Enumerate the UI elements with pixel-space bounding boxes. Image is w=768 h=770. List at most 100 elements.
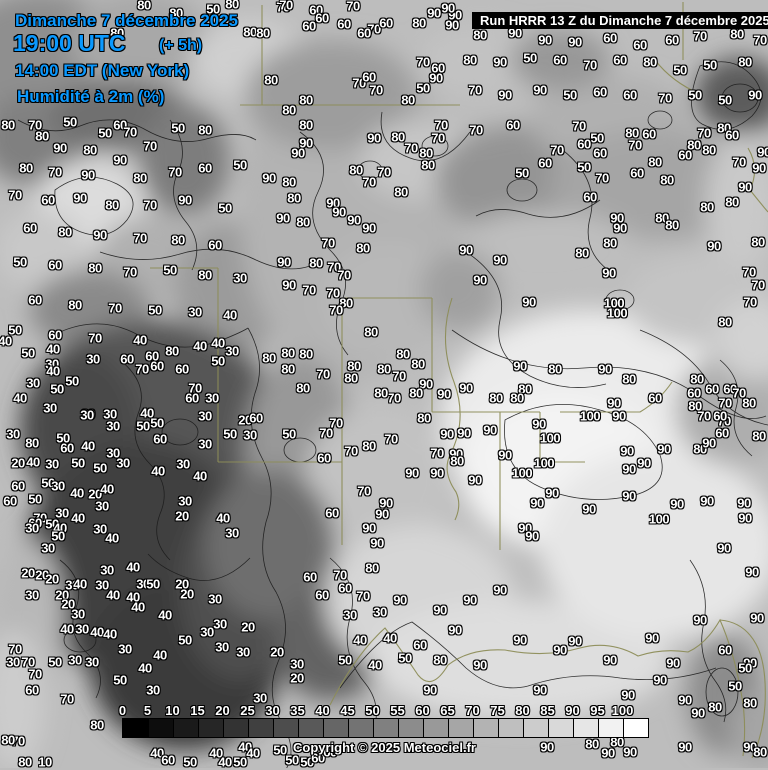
humidity-value-label: 50 xyxy=(51,528,65,544)
humidity-value-label: 90 xyxy=(717,540,731,556)
humidity-value-label: 90 xyxy=(657,441,671,457)
humidity-value-label: 90 xyxy=(332,204,346,220)
humidity-value-label: 50 xyxy=(223,426,237,442)
humidity-value-label: 80 xyxy=(356,240,370,256)
humidity-value-label: 60 xyxy=(362,69,376,85)
humidity-value-label: 80 xyxy=(665,217,679,233)
humidity-value-label: 80 xyxy=(281,345,295,361)
humidity-value-label: 70 xyxy=(697,408,711,424)
humidity-value-label: 80 xyxy=(421,157,435,173)
parameter-label: Humidité à 2m (%) xyxy=(17,87,165,106)
humidity-value-label: 90 xyxy=(700,493,714,509)
humidity-value-label: 60 xyxy=(113,117,127,133)
humidity-value-label: 90 xyxy=(607,395,621,411)
humidity-value-label: 30 xyxy=(6,654,20,670)
humidity-value-label: 50 xyxy=(211,353,225,369)
humidity-value-label: 90 xyxy=(621,687,635,703)
humidity-value-label: 80 xyxy=(409,385,423,401)
humidity-value-label: 100 xyxy=(533,455,555,471)
humidity-value-label: 60 xyxy=(725,127,739,143)
colorbar-label: 40 xyxy=(315,703,330,718)
humidity-value-label: 80 xyxy=(225,0,239,12)
humidity-value-label: 40 xyxy=(70,485,84,501)
humidity-value-label: 30 xyxy=(25,587,39,603)
humidity-value-label: 70 xyxy=(319,425,333,441)
humidity-value-label: 80 xyxy=(751,234,765,250)
humidity-value-label: 80 xyxy=(35,128,49,144)
humidity-value-label: 40 xyxy=(73,576,87,592)
copyright-label: Copyright © 2025 Meteociel.fr xyxy=(293,740,476,755)
humidity-value-label: 100 xyxy=(539,430,561,446)
humidity-value-label: 60 xyxy=(705,381,719,397)
humidity-value-label: 80 xyxy=(243,24,257,40)
humidity-value-label: 80 xyxy=(450,453,464,469)
humidity-value-label: 90 xyxy=(693,612,707,628)
humidity-value-label: 70 xyxy=(595,170,609,186)
humidity-value-label: 30 xyxy=(6,426,20,442)
humidity-value-label: 60 xyxy=(185,390,199,406)
humidity-value-label: 70 xyxy=(434,117,448,133)
humidity-value-label: 70 xyxy=(326,285,340,301)
humidity-value-label: 50 xyxy=(21,345,35,361)
humidity-value-label: 80 xyxy=(575,245,589,261)
humidity-value-label: 70 xyxy=(28,117,42,133)
humidity-value-label: 50 xyxy=(688,87,702,103)
humidity-value-label: 40 xyxy=(383,630,397,646)
humidity-value-label: 90 xyxy=(702,435,716,451)
humidity-value-label: 80 xyxy=(622,371,636,387)
humidity-value-label: 70 xyxy=(88,330,102,346)
humidity-value-label: 20 xyxy=(88,486,102,502)
humidity-value-label: 30 xyxy=(373,604,387,620)
humidity-value-label: 90 xyxy=(473,272,487,288)
humidity-value-label: 80 xyxy=(419,145,433,161)
humidity-value-label: 80 xyxy=(648,154,662,170)
humidity-value-label: 90 xyxy=(612,408,626,424)
humidity-value-label: 50 xyxy=(728,678,742,694)
humidity-value-label: 70 xyxy=(743,294,757,310)
humidity-value-label: 30 xyxy=(103,406,117,422)
humidity-value-label: 70 xyxy=(550,142,564,158)
humidity-value-label: 90 xyxy=(441,0,455,16)
humidity-value-label: 20 xyxy=(270,644,284,660)
humidity-value-label: 80 xyxy=(702,142,716,158)
humidity-value-label: 90 xyxy=(540,739,554,755)
humidity-value-label: 50 xyxy=(206,1,220,17)
humidity-value-label: 90 xyxy=(622,488,636,504)
colorbar-segment xyxy=(123,719,148,737)
contour-lines xyxy=(17,61,768,768)
humidity-value-label: 80 xyxy=(473,27,487,43)
humidity-value-label: 90 xyxy=(603,652,617,668)
humidity-value-label: 90 xyxy=(498,87,512,103)
humidity-value-label: 50 xyxy=(146,576,160,592)
humidity-value-label: 30 xyxy=(51,478,65,494)
humidity-value-label: 60 xyxy=(553,52,567,68)
colorbar-segment xyxy=(248,719,273,737)
colorbar-segment xyxy=(473,719,498,737)
humidity-value-label: 70 xyxy=(352,75,366,91)
colorbar-segment xyxy=(548,719,573,737)
humidity-value-label: 60 xyxy=(48,327,62,343)
humidity-value-label: 50 xyxy=(150,415,164,431)
humidity-value-label: 70 xyxy=(732,154,746,170)
humidity-value-label: 50 xyxy=(300,754,314,770)
humidity-value-label: 60 xyxy=(25,682,39,698)
humidity-value-label: 40 xyxy=(216,510,230,526)
humidity-value-label: 60 xyxy=(309,2,323,18)
humidity-value-label: 60 xyxy=(337,16,351,32)
humidity-value-label: 80 xyxy=(287,190,301,206)
humidity-value-label: 80 xyxy=(489,390,503,406)
humidity-value-label: 30 xyxy=(213,616,227,632)
humidity-value-label: 90 xyxy=(448,622,462,638)
humidity-value-label: 80 xyxy=(362,438,376,454)
colorbar-label: 85 xyxy=(540,703,555,718)
humidity-value-label: 90 xyxy=(362,520,376,536)
utc-offset-label: (+ 5h) xyxy=(159,37,203,54)
humidity-value-label: 20 xyxy=(238,412,252,428)
humidity-value-label: 40 xyxy=(126,559,140,575)
humidity-value-label: 90 xyxy=(375,506,389,522)
humidity-value-label: 40 xyxy=(81,438,95,454)
humidity-value-label: 30 xyxy=(100,562,114,578)
humidity-value-label: 50 xyxy=(48,654,62,670)
humidity-value-label: 30 xyxy=(25,520,39,536)
humidity-value-label: 30 xyxy=(65,577,79,593)
